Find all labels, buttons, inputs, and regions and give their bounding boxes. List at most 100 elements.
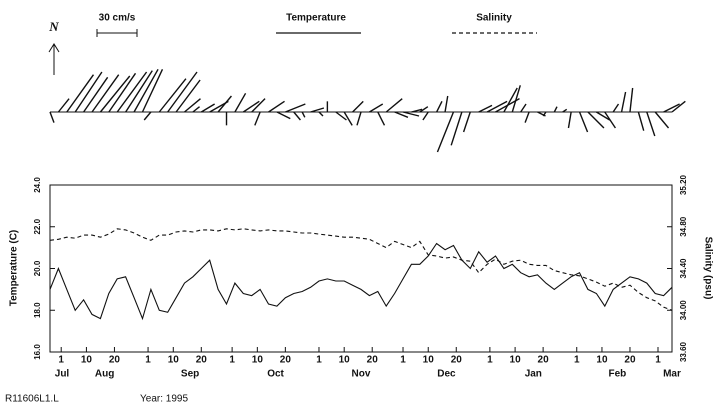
x-tick-label: 10 — [510, 355, 522, 366]
current-stick — [184, 98, 201, 113]
footer-year: Year: 1995 — [140, 394, 188, 405]
north-arrow-head — [48, 43, 60, 53]
current-stick — [612, 103, 620, 113]
current-stick — [335, 111, 347, 121]
current-stick — [133, 68, 159, 113]
current-stick — [234, 92, 247, 113]
current-stick — [285, 103, 306, 113]
current-stick — [620, 91, 627, 113]
current-stick — [520, 103, 527, 113]
x-tick-label: 1 — [655, 355, 661, 366]
current-stick — [562, 108, 568, 113]
month-label: Jan — [525, 369, 542, 380]
x-tick-label: 1 — [58, 355, 64, 366]
legend-label: Salinity — [476, 13, 512, 24]
current-stick — [436, 111, 455, 153]
current-stick — [251, 98, 266, 113]
x-tick-label: 1 — [229, 355, 235, 366]
current-stick — [394, 111, 409, 118]
y2-tick-label: 34.40 — [679, 258, 688, 279]
current-stick — [654, 111, 670, 129]
current-stick — [671, 100, 686, 113]
x-tick-label: 10 — [339, 355, 351, 366]
plot-frame — [49, 184, 673, 353]
current-stick — [268, 100, 285, 113]
north-label: N — [48, 19, 59, 34]
current-stick — [411, 108, 423, 113]
current-stick — [503, 87, 518, 113]
x-tick-label: 20 — [109, 355, 121, 366]
current-stick — [57, 98, 70, 113]
current-stick — [141, 69, 164, 113]
y2-tick-label: 34.00 — [679, 300, 688, 321]
x-tick-label: 20 — [280, 355, 292, 366]
current-stick — [74, 71, 103, 113]
month-label: Mar — [663, 369, 681, 380]
y2-tick-label: 34.80 — [679, 216, 688, 237]
current-stick — [377, 111, 386, 126]
current-stick — [553, 106, 558, 113]
x-tick-label: 20 — [196, 355, 208, 366]
current-stick — [66, 74, 95, 113]
x-tick-label: 20 — [367, 355, 379, 366]
month-label: Feb — [608, 369, 626, 380]
month-label: Jul — [55, 369, 70, 380]
current-stick — [293, 111, 301, 121]
current-stick — [217, 95, 232, 113]
current-stick — [301, 111, 306, 118]
current-stick — [49, 111, 55, 123]
y-axis-title: Temperature (C) — [9, 230, 20, 307]
x-tick-label: 1 — [145, 355, 151, 366]
current-stick — [310, 107, 325, 113]
x-tick-label: 20 — [624, 355, 636, 366]
y-tick-label: 16.0 — [33, 344, 42, 360]
footer-id: R11606L1.L — [5, 394, 59, 405]
x-tick-label: 20 — [538, 355, 550, 366]
y2-tick-label: 35.20 — [679, 174, 688, 195]
current-stick — [629, 87, 634, 113]
current-stick — [167, 71, 198, 113]
current-stick — [587, 111, 605, 129]
current-stick — [175, 79, 201, 113]
current-stick — [402, 111, 420, 117]
current-stick — [108, 72, 137, 113]
current-stick — [450, 111, 463, 146]
current-stick — [524, 111, 530, 123]
current-stick — [444, 95, 449, 113]
x-tick-label: 10 — [423, 355, 435, 366]
series-line — [49, 228, 673, 311]
current-stick — [478, 104, 493, 113]
current-stick — [646, 111, 656, 137]
x-tick-label: 10 — [252, 355, 264, 366]
current-stick — [595, 111, 611, 121]
y-tick-label: 24.0 — [33, 177, 42, 193]
current-stick — [385, 98, 403, 113]
current-stick — [567, 111, 572, 129]
month-label: Nov — [352, 369, 371, 380]
current-stick — [356, 111, 362, 126]
series-line — [49, 242, 673, 321]
current-stick — [125, 70, 153, 113]
current-stick — [192, 106, 200, 113]
month-label: Oct — [267, 369, 284, 380]
y-tick-label: 20.0 — [33, 260, 42, 276]
current-stick — [542, 111, 547, 117]
current-stick — [369, 103, 384, 113]
legend-label: Temperature — [286, 13, 346, 24]
current-stick — [143, 111, 152, 121]
current-stick — [116, 71, 148, 113]
current-stick — [462, 111, 471, 133]
current-stick — [242, 100, 260, 113]
x-tick-label: 10 — [596, 355, 608, 366]
current-stick — [91, 74, 120, 113]
y2-tick-label: 33.60 — [679, 341, 688, 362]
x-tick-label: 20 — [451, 355, 463, 366]
current-stick — [352, 100, 364, 113]
current-stick — [158, 78, 187, 113]
current-stick — [604, 111, 617, 129]
scale-label: 30 cm/s — [99, 13, 136, 24]
x-tick-label: 1 — [316, 355, 322, 366]
x-tick-label: 10 — [81, 355, 93, 366]
current-stick — [99, 75, 131, 113]
